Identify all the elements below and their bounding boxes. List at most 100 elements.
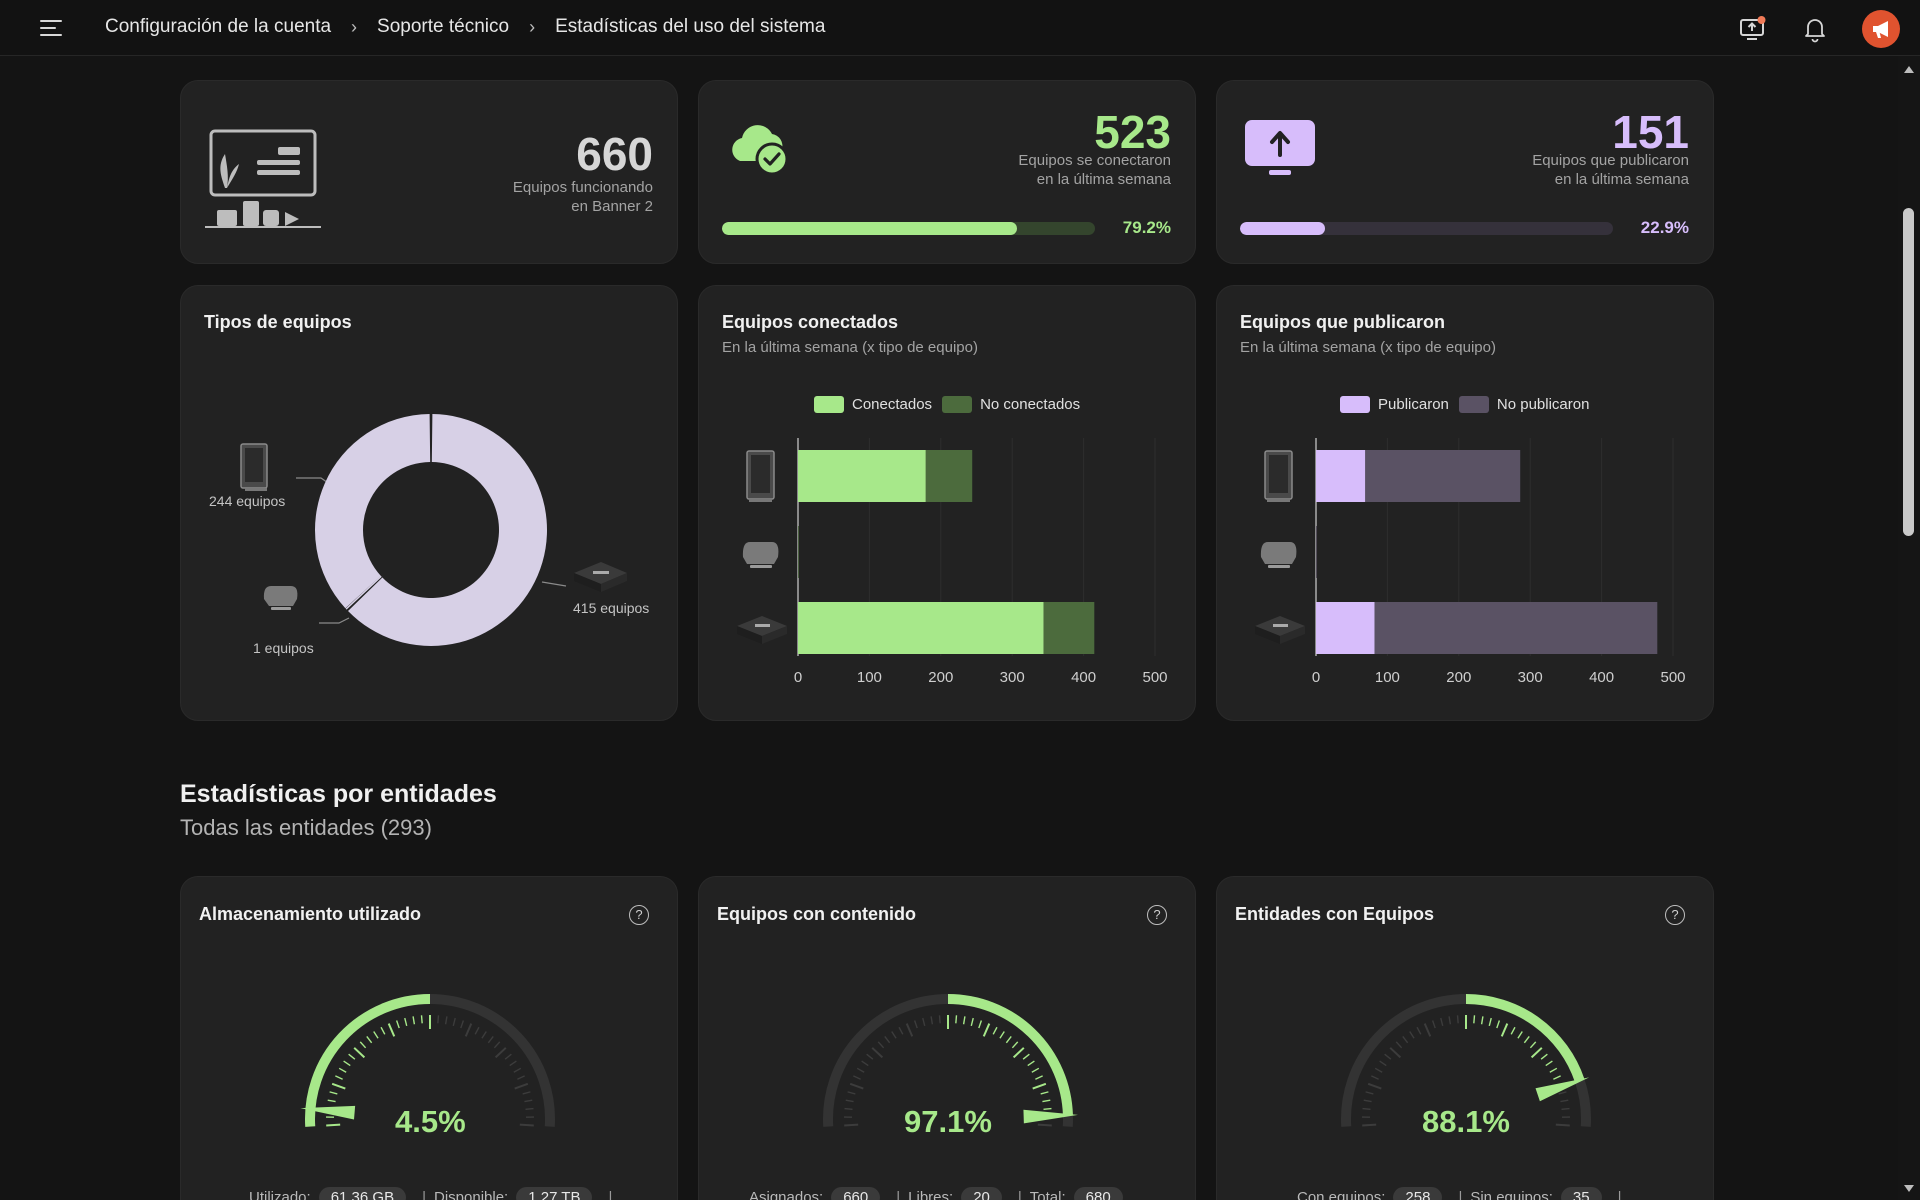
gauge-tick: [481, 1031, 487, 1039]
gauge-tick: [1560, 1099, 1569, 1103]
donut-slice-1[interactable]: [315, 414, 431, 609]
gauge-tick: [1037, 1123, 1052, 1127]
entities-gauge-value: 88.1%: [1422, 1104, 1510, 1139]
connected-label-line2: en la última semana: [1036, 171, 1171, 188]
gauge-tick: [404, 1017, 408, 1027]
help-icon[interactable]: ?: [629, 905, 649, 925]
gauge-tick: [525, 1107, 534, 1111]
published-devices-card: Equipos que publicaron En la última sema…: [1216, 285, 1714, 721]
bell-icon[interactable]: [1800, 14, 1830, 44]
gauge-tick: [1448, 1016, 1452, 1025]
bar-no-conectados-3[interactable]: [1043, 602, 1095, 654]
connected-bar-chart: 0 100 200 300 400 500: [737, 438, 1168, 686]
help-icon[interactable]: ?: [1665, 905, 1685, 925]
gauge-tick: [877, 1041, 885, 1049]
x-tick-label: 100: [857, 669, 882, 686]
megaphone-icon[interactable]: [1862, 10, 1900, 48]
devices-total-label: Equipos funcionando en Banner 2: [513, 178, 653, 216]
connected-stat-card: 523 Equipos se conectaron en la última s…: [698, 80, 1196, 264]
gauge-tick: [1561, 1107, 1570, 1111]
storage-gauge-value: 4.5%: [395, 1104, 466, 1139]
footer-divider: |: [1458, 1189, 1463, 1200]
footer-divider: |: [896, 1189, 901, 1200]
bar-no-publicaron-3[interactable]: [1374, 602, 1658, 654]
legend-swatch-not-published: [1458, 396, 1489, 413]
gauge-tick: [1545, 1060, 1553, 1067]
gauge-tick: [1362, 1107, 1371, 1111]
breadcrumb-separator: ›: [529, 16, 536, 37]
bar-conectados-1[interactable]: [798, 450, 926, 502]
gauge-tick: [380, 1026, 386, 1035]
bar-no-conectados-1[interactable]: [925, 450, 973, 502]
gauge-tick: [1395, 1041, 1403, 1049]
donut-label-player: 415 equipos: [573, 600, 650, 616]
breadcrumb-separator: ›: [351, 16, 358, 37]
scroll-down-icon[interactable]: [1903, 1182, 1915, 1194]
without-devices-value: 35: [1560, 1187, 1602, 1200]
scroll-up-icon[interactable]: [1903, 62, 1915, 74]
gauge-tick: [1367, 1082, 1382, 1090]
help-icon[interactable]: ?: [1147, 905, 1167, 925]
gauge-tick: [1043, 1107, 1052, 1111]
with-devices-value: 258: [1393, 1187, 1443, 1200]
donut-slice-2[interactable]: [345, 575, 382, 610]
storage-gauge-card: Almacenamiento utilizado ? 4.5% Utilizad…: [180, 876, 678, 1200]
gauge-tick: [387, 1023, 396, 1037]
connected-progress-bar: [722, 222, 1095, 235]
gauge-tick: [938, 1015, 941, 1024]
gauge-tick: [962, 1016, 966, 1025]
storage-used-value: 61.36 GB: [318, 1187, 407, 1200]
legend-item-not-published[interactable]: No publicaron: [1458, 396, 1590, 413]
bar-no-conectados-2[interactable]: [798, 526, 799, 578]
published-label-line2: en la última semana: [1554, 171, 1689, 188]
gauge-tick: [884, 1035, 891, 1044]
scrollbar-thumb[interactable]: [1903, 208, 1914, 536]
gauge-tick: [327, 1099, 336, 1103]
legend-item-connected[interactable]: Conectados: [814, 396, 932, 413]
legend-label-published: Publicaron: [1378, 396, 1449, 413]
bar-conectados-3[interactable]: [798, 602, 1044, 654]
connected-devices-card: Equipos conectados En la última semana (…: [698, 285, 1196, 721]
gauge-tick: [978, 1020, 983, 1029]
bar-no-publicaron-2[interactable]: [1316, 526, 1317, 578]
gauge-tick: [1363, 1099, 1372, 1103]
menu-icon[interactable]: [40, 18, 64, 38]
monitor-upload-icon: [1245, 120, 1315, 175]
legend-item-published[interactable]: Publicaron: [1340, 396, 1449, 413]
legend-item-not-connected[interactable]: No conectados: [942, 396, 1080, 413]
small-device-icon: [742, 542, 779, 568]
donut-label-small: 1 equipos: [253, 640, 314, 656]
entities-gauge-card: Entidades con Equipos ? 88.1% Con equipo…: [1216, 876, 1714, 1200]
gauge-tick: [1040, 1091, 1049, 1095]
gauge-tick: [348, 1053, 356, 1060]
gauge-tick: [1379, 1060, 1387, 1067]
screen-upload-icon[interactable]: [1738, 14, 1768, 44]
gauge-tick: [1027, 1060, 1035, 1067]
breadcrumb-item-support[interactable]: Soporte técnico: [377, 16, 510, 37]
gauge-tick: [955, 1015, 958, 1024]
gauge-tick: [1480, 1016, 1484, 1025]
gauge-tick: [1011, 1041, 1019, 1049]
gauge-tick: [395, 1020, 400, 1029]
bar-no-publicaron-1[interactable]: [1365, 450, 1521, 502]
gauge-tick: [970, 1017, 974, 1027]
breadcrumb-item-account[interactable]: Configuración de la cuenta: [105, 16, 332, 37]
vertical-screen-icon: [746, 450, 775, 502]
x-tick-label: 200: [1446, 669, 1471, 686]
gauge-needle: [1535, 1077, 1590, 1102]
donut-slice-3[interactable]: [348, 414, 547, 646]
gauge-tick: [1371, 1075, 1379, 1080]
bar-publicaron-1[interactable]: [1316, 450, 1366, 502]
gauge-tick: [861, 1060, 869, 1067]
devices-stat-card: 660 Equipos funcionando en Banner 2: [180, 80, 678, 264]
x-tick-label: 400: [1071, 669, 1096, 686]
gauge-tick: [464, 1023, 473, 1037]
footer-divider: |: [1017, 1189, 1022, 1200]
legend-label-not-published: No publicaron: [1496, 396, 1590, 413]
bar-publicaron-3[interactable]: [1316, 602, 1375, 654]
storage-gauge-title: Almacenamiento utilizado: [199, 904, 422, 924]
storage-gauge: [300, 994, 555, 1127]
footer-divider: |: [608, 1189, 613, 1200]
gauge-tick: [493, 1041, 501, 1049]
gauge-tick: [343, 1060, 351, 1067]
